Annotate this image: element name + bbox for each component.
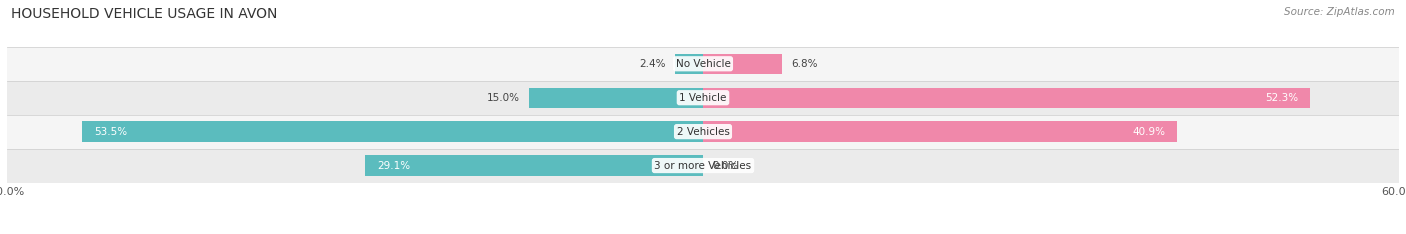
Bar [7, 149, 1399, 183]
Text: 6.8%: 6.8% [792, 59, 818, 69]
Bar [703, 54, 782, 74]
Text: 15.0%: 15.0% [486, 93, 520, 103]
Bar [675, 54, 703, 74]
Bar [703, 121, 1177, 142]
Text: 2.4%: 2.4% [640, 59, 666, 69]
Text: 3 or more Vehicles: 3 or more Vehicles [654, 161, 752, 171]
Text: No Vehicle: No Vehicle [675, 59, 731, 69]
Text: Source: ZipAtlas.com: Source: ZipAtlas.com [1284, 7, 1395, 17]
Text: 2 Vehicles: 2 Vehicles [676, 127, 730, 137]
Bar [7, 81, 1399, 115]
Bar [7, 47, 1399, 81]
Text: 40.9%: 40.9% [1133, 127, 1166, 137]
Bar [529, 88, 703, 108]
Text: 0.0%: 0.0% [713, 161, 738, 171]
Bar [7, 115, 1399, 149]
Text: 1 Vehicle: 1 Vehicle [679, 93, 727, 103]
Bar [703, 88, 1309, 108]
Text: 53.5%: 53.5% [94, 127, 127, 137]
Bar [83, 121, 703, 142]
Text: 29.1%: 29.1% [377, 161, 411, 171]
Text: 52.3%: 52.3% [1265, 93, 1298, 103]
Bar [366, 155, 703, 176]
Text: HOUSEHOLD VEHICLE USAGE IN AVON: HOUSEHOLD VEHICLE USAGE IN AVON [11, 7, 277, 21]
